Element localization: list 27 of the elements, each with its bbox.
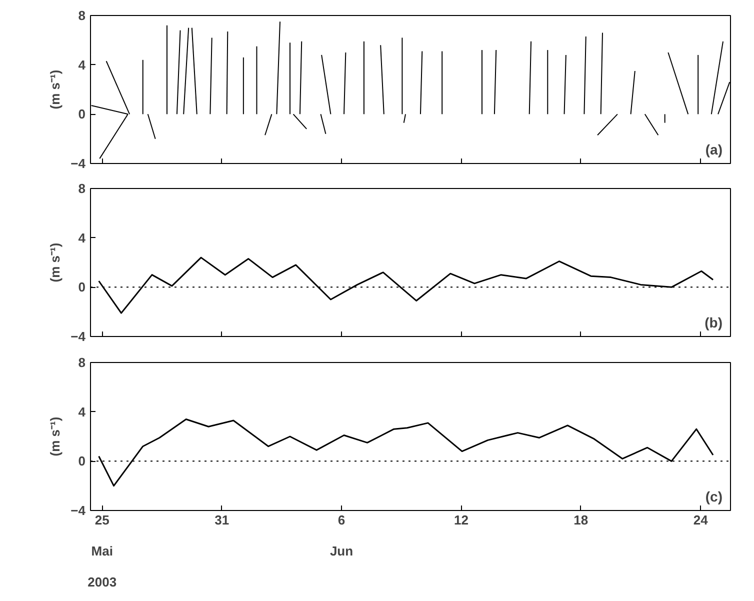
text: 2003 [88,574,117,590]
y-axis-title: (m s⁻¹) [48,242,63,282]
x-tick-label: 31 [214,512,230,528]
y-tick-label: −4 [70,329,86,344]
y-tick-label: 0 [78,454,86,469]
annotation: (b) [704,314,723,330]
x-tick-label: 18 [574,512,588,528]
text: Jun [330,544,354,558]
y-tick-label: 0 [78,106,86,122]
y-tick-label: 4 [78,230,86,246]
y-tick-label: 8 [78,355,86,370]
y-tick-label: 8 [78,8,86,23]
x-tick-label: 6 [338,512,346,528]
text: Mai [91,544,113,558]
y-axis-title: (m s⁻¹) [48,70,63,110]
y-tick-label: 4 [78,57,86,72]
y-tick-label: 0 [78,280,86,295]
y-tick-label: 4 [78,404,86,420]
x-tick-label: 12 [454,512,468,528]
y-tick-label: −4 [70,503,86,518]
annotation: (a) [705,142,723,158]
annotation: (c) [705,488,723,504]
y-tick-label: 8 [78,181,86,196]
x-tick-label: 25 [94,512,110,528]
y-axis-title: (m s⁻¹) [48,416,63,456]
x-tick-label: 24 [693,512,709,528]
y-tick-label: −4 [70,156,86,171]
